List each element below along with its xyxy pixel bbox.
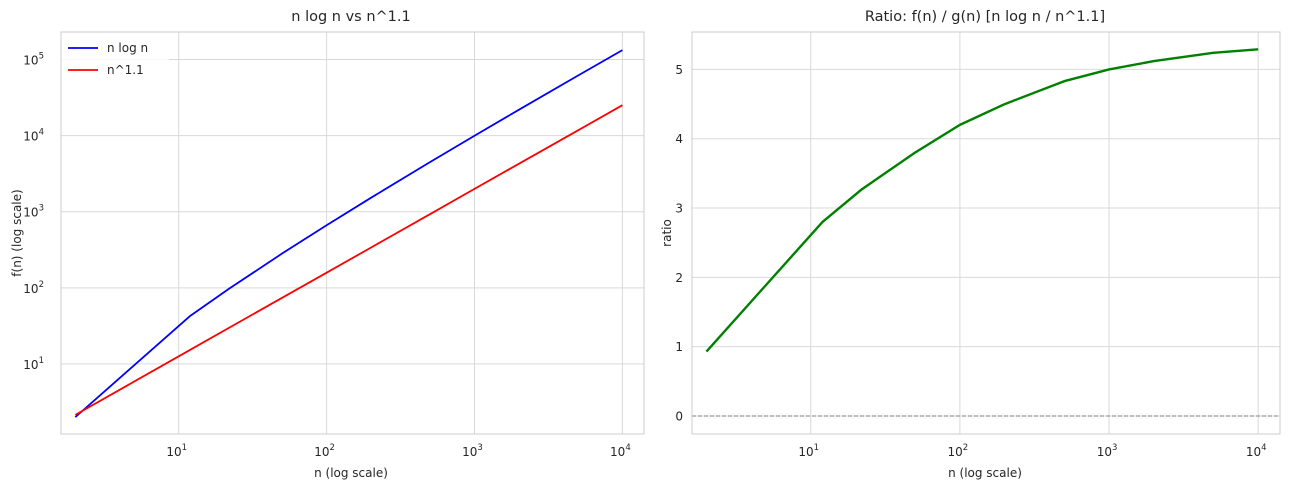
- x-tick-label: 104: [610, 443, 631, 459]
- x-tick-label: 104: [1246, 443, 1267, 459]
- y-tick-label: 5: [675, 63, 683, 77]
- x-axis-label: n (log scale): [948, 466, 1022, 480]
- chart-panel-left: n log n vs n^1.1 n (log scale) f(n) (log…: [10, 9, 645, 480]
- y-tick-label: 0: [675, 409, 683, 423]
- y-tick-label: 101: [23, 356, 44, 372]
- y-tick-label: 2: [675, 271, 683, 285]
- x-tick-label: 101: [166, 443, 187, 459]
- legend-label-n-log-n: n log n: [107, 41, 148, 55]
- x-tick-label: 101: [798, 443, 819, 459]
- y-axis-label: ratio: [660, 219, 674, 247]
- y-tick-label: 105: [23, 52, 44, 68]
- x-tick-label: 103: [1097, 443, 1118, 459]
- legend-label-n-pow: n^1.1: [107, 63, 144, 77]
- plot-frame: [60, 31, 645, 435]
- series-line-n-1-1: [74, 104, 623, 416]
- y-axis-label: f(n) (log scale): [10, 189, 24, 276]
- series-line-n-log-n: [74, 49, 623, 418]
- y-tick-label: 103: [23, 204, 44, 220]
- y-tick-label: 4: [675, 132, 683, 146]
- x-tick-label: 102: [948, 443, 969, 459]
- series-line-ratio: [705, 48, 1259, 353]
- legend: n log n n^1.1: [61, 37, 169, 83]
- y-tick-label: 104: [23, 128, 44, 144]
- plot-frame: [691, 31, 1281, 435]
- y-tick-label: 3: [675, 202, 683, 216]
- x-tick-label: 102: [314, 443, 335, 459]
- y-tick-label: 102: [23, 280, 44, 296]
- x-tick-label: 103: [462, 443, 483, 459]
- chart-title: Ratio: f(n) / g(n) [n log n / n^1.1]: [865, 9, 1105, 25]
- chart-title: n log n vs n^1.1: [291, 9, 410, 25]
- y-tick-label: 1: [675, 340, 683, 354]
- chart-panel-right: Ratio: f(n) / g(n) [n log n / n^1.1] n (…: [660, 9, 1281, 480]
- x-axis-label: n (log scale): [314, 466, 388, 480]
